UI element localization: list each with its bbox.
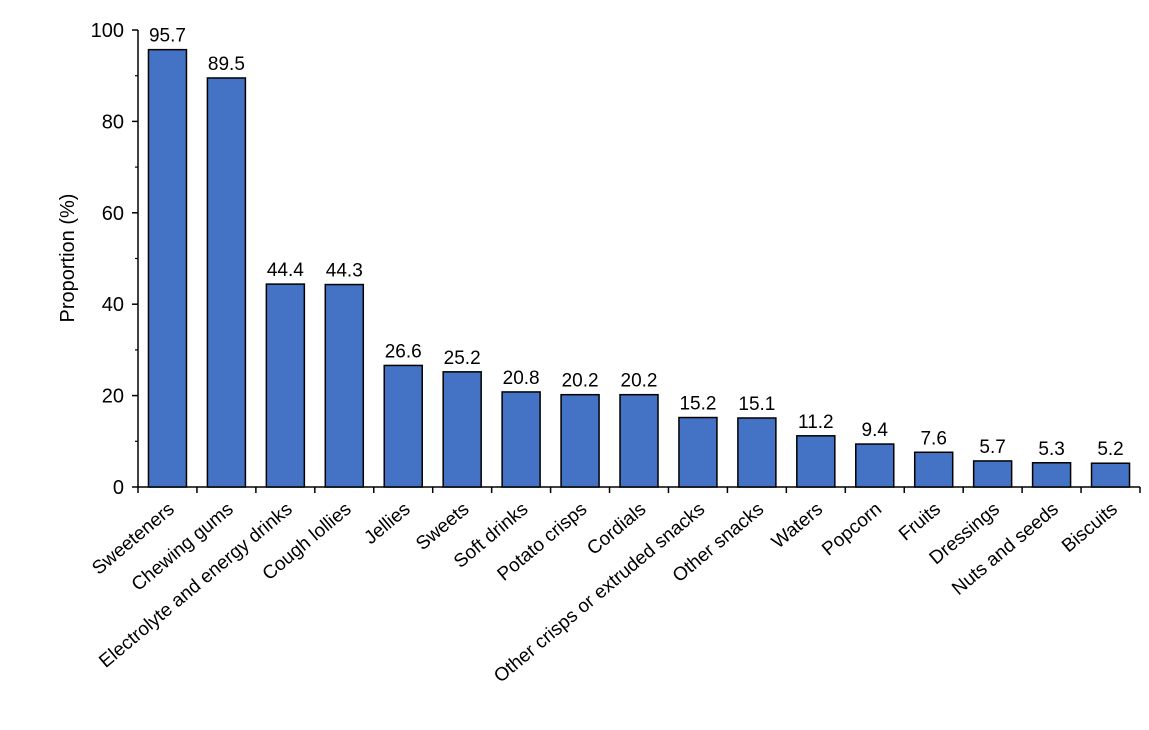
value-labels: 95.7 89.5 44.4 44.3 26.6 25.2 20.8 20.2 20.2 15.2… — [149, 26, 1124, 461]
bar — [383, 364, 423, 488]
bar-value-label: 5.7 — [979, 437, 1005, 458]
bar-value-label: 20.2 — [562, 371, 599, 392]
bar — [501, 391, 541, 488]
bar — [972, 460, 1013, 488]
y-axis: 0 20 40 60 80 100 — [91, 20, 139, 499]
bar-value-label: 44.3 — [326, 261, 363, 282]
y-tick-label: 0 — [113, 477, 124, 499]
y-tick-label: 20 — [102, 386, 124, 408]
bar — [442, 371, 482, 488]
bar — [855, 443, 895, 488]
bar — [265, 283, 306, 488]
bar-value-label: 89.5 — [208, 54, 245, 75]
bar — [678, 416, 718, 488]
y-tick-label: 40 — [102, 294, 124, 316]
bar — [147, 48, 188, 488]
y-tick-label: 100 — [91, 20, 124, 42]
bar — [913, 451, 954, 488]
x-category-label: Other crisps or extruded snacks — [490, 499, 709, 687]
bar — [324, 283, 365, 488]
x-axis — [137, 486, 1141, 493]
bar — [796, 435, 836, 488]
bar-value-label: 9.4 — [862, 420, 889, 441]
bar-value-label: 5.2 — [1097, 439, 1123, 460]
x-category-label: Jellies — [360, 499, 414, 549]
bar-value-label: 15.1 — [738, 394, 775, 415]
bar — [737, 417, 777, 488]
bars — [147, 48, 1131, 488]
bar — [206, 77, 247, 488]
x-category-label: Biscuits — [1058, 499, 1122, 557]
bar — [1031, 462, 1072, 488]
bar-value-label: 25.2 — [444, 348, 481, 369]
bar-value-label: 20.2 — [621, 371, 658, 392]
bar — [560, 393, 600, 488]
bar — [1090, 462, 1131, 488]
bar-value-label: 26.6 — [385, 341, 422, 362]
x-category-label: Fruits — [895, 499, 945, 546]
bar-value-label: 20.8 — [503, 368, 540, 389]
y-axis-title: Proportion (%) — [57, 194, 79, 323]
x-category-label: Nuts and seeds — [948, 499, 1063, 600]
x-category-label: Popcorn — [818, 499, 886, 561]
bar-value-label: 15.2 — [679, 394, 716, 415]
bar-value-label: 5.3 — [1038, 439, 1064, 460]
bar-value-label: 44.4 — [267, 260, 304, 281]
bar-value-label: 7.6 — [920, 428, 946, 449]
x-category-label: Chewing gums — [128, 499, 238, 596]
bar — [619, 393, 659, 488]
y-tick-label: 60 — [102, 203, 124, 225]
y-tick-label: 80 — [102, 111, 124, 133]
bar-value-label: 11.2 — [798, 412, 834, 433]
bar-value-label: 95.7 — [149, 26, 186, 47]
